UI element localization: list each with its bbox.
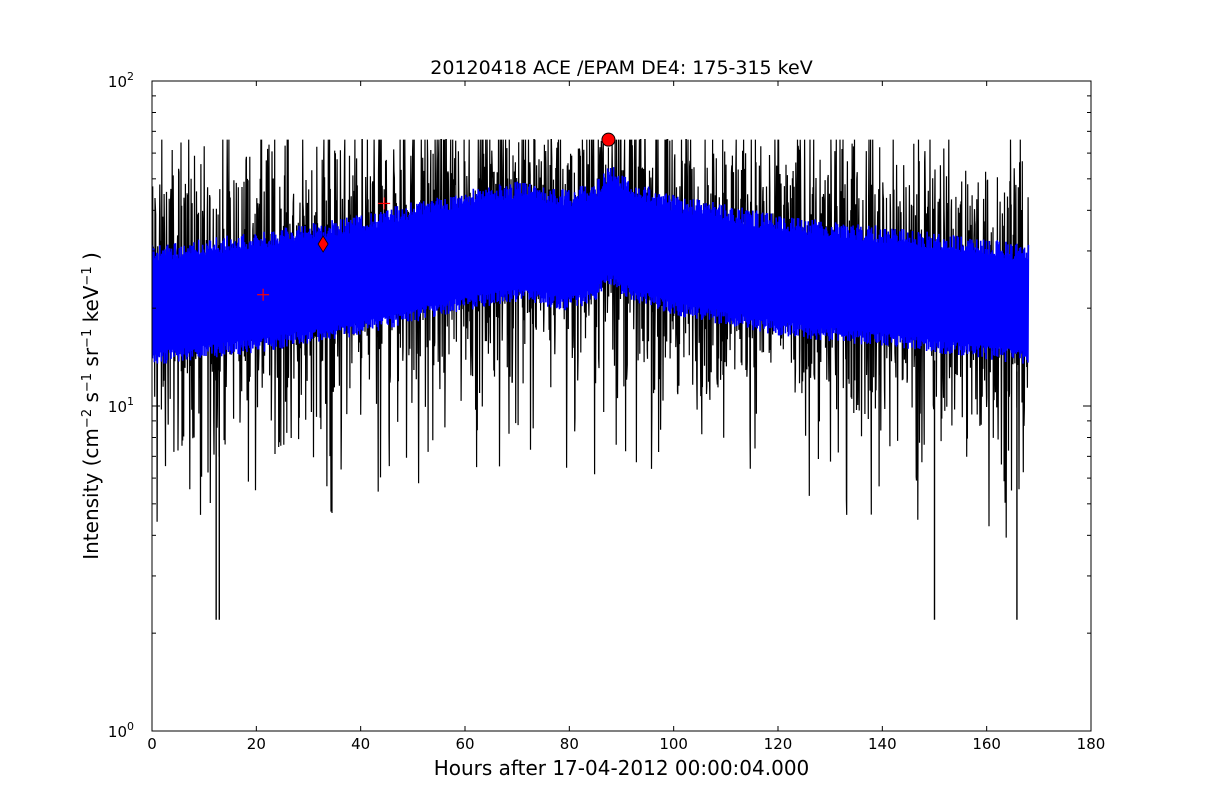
x-axis-ticks: 0 20 40 60 80 100 120 140 160 180: [147, 81, 1105, 753]
marker-peak-circle: [601, 132, 616, 147]
chart-title: 20120418 ACE /EPAM DE4: 175-315 keV: [430, 57, 812, 79]
x-tick-label: 120: [764, 735, 793, 753]
x-tick-label: 20: [247, 735, 266, 753]
x-tick-label: 60: [455, 735, 474, 753]
y-tick-label: 100: [108, 720, 134, 741]
x-tick-label: 0: [147, 735, 157, 753]
marker-plus: [378, 197, 391, 210]
y-axis-label: Intensity (cm−2 s−1 sr−1 keV−1 ): [79, 252, 103, 560]
x-tick-label: 180: [1077, 735, 1106, 753]
y-axis-ticks: 100 101 102: [108, 70, 1091, 741]
y-tick-label: 102: [108, 70, 134, 91]
y-axis-label-unit: s: [79, 392, 103, 409]
y-axis-label-exponent: −1: [80, 329, 95, 348]
y-tick-label: 101: [108, 395, 134, 416]
x-tick-label: 40: [351, 735, 370, 753]
y-axis-label-unit: ): [79, 252, 103, 266]
x-axis-label: Hours after 17-04-2012 00:00:04.000: [434, 756, 810, 780]
series-smoothed-intensity-band: [152, 167, 1030, 364]
y-axis-label-exponent: −1: [80, 373, 95, 392]
marker-diamond: [317, 235, 329, 253]
x-tick-label: 80: [560, 735, 579, 753]
x-tick-label: 160: [972, 735, 1001, 753]
series-layer: [152, 139, 1030, 620]
y-axis-label-prefix: Intensity (cm: [79, 428, 103, 560]
plot-area: [152, 132, 1030, 620]
x-tick-label: 140: [868, 735, 897, 753]
y-axis-label-unit: sr: [79, 347, 103, 373]
y-axis-label-unit: keV: [79, 285, 103, 329]
y-axis-label-exponent: −1: [80, 266, 95, 285]
marker-layer: [257, 132, 616, 301]
marker-plus: [257, 288, 270, 301]
y-axis-label-exponent: −2: [80, 409, 95, 428]
x-tick-label: 100: [659, 735, 688, 753]
